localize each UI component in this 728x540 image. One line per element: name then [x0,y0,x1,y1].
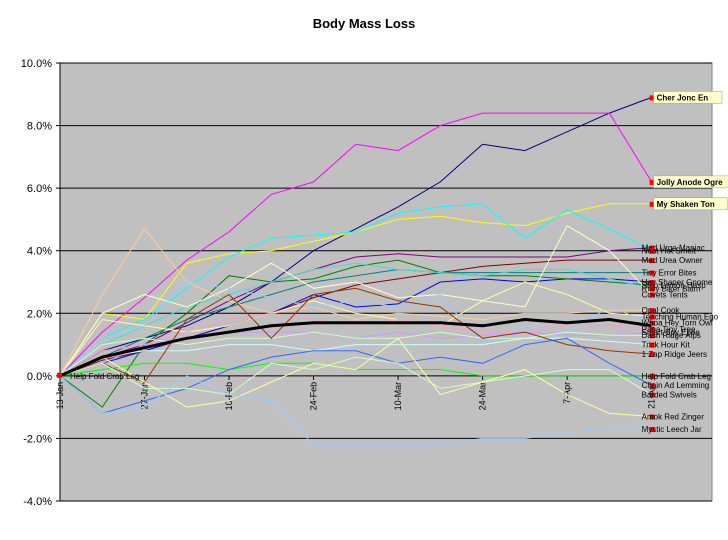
end-marker [649,280,655,285]
end-marker [649,383,655,389]
series-line [59,262,652,377]
series-end-label: Hey Shaper Gnome [642,278,713,287]
series-line [59,375,652,446]
series-end-label: Stop Lemon Hasp [642,281,707,290]
series-line [59,278,652,377]
end-marker [649,308,655,314]
y-tick-label: 10.0% [21,58,52,70]
series-line [59,247,652,377]
series-end-label: Tiny Error Bites [642,269,697,278]
callout-box [653,175,728,189]
end-marker [649,326,655,332]
end-marker [649,245,655,251]
start-label: Help Fold Crab Leg [70,372,139,381]
series-end-label: Neat Hot Smelt [642,247,697,256]
series-line [59,227,652,377]
x-tick-label: 13-Jan [55,382,65,410]
chart-title: Body Mass Loss [312,16,416,31]
series-end-label: Barded Swivels [642,391,697,400]
series-end-label: Dash Ridge Alps [642,331,701,340]
end-marker [649,179,655,185]
series-line [59,268,652,377]
series-end-label: Amok Red Zinger [642,413,705,422]
series-line [59,356,652,396]
series-end-label: Chain Ad Lemming [642,381,710,390]
y-tick-label: 0.0% [27,371,52,383]
y-tick-label: 2.0% [27,308,52,320]
x-tick-label: 7-Apr [562,382,572,404]
series-end-label: Mad Urge Maniac [642,244,705,253]
series-end-label: Riley Biker Balm [642,284,701,293]
end-marker [649,314,655,320]
series-end-label: Covets Tents [642,291,688,300]
end-marker [649,414,655,420]
y-tick-label: -2.0% [23,433,52,445]
series-end-label: Mystic Leech Jar [642,425,702,434]
end-marker [649,258,655,264]
series-end-label: 1 Zap Ridge Jeers [642,350,707,359]
end-marker [649,351,655,357]
callout-label: Jolly Anode Ogre [657,178,723,187]
x-tick-label: 24-Mar [478,382,488,411]
end-marker [649,320,655,326]
x-tick-label: 10-Feb [224,382,234,411]
callout-box [653,197,728,211]
callout-box [653,91,723,104]
series-line [59,112,653,377]
end-marker [649,95,655,101]
series-end-label: Mad Urea Owner [642,256,703,265]
series-line [59,337,652,417]
series-end-label: Trick Hour Kit [642,341,691,350]
x-tick-label: 24-Feb [309,382,319,411]
series-line [59,225,652,377]
end-marker [649,292,655,298]
end-marker [649,392,655,398]
x-tick-label: 10-Mar [393,382,403,411]
series-end-label: Help Fold Crab Leg [642,372,711,381]
end-marker [649,333,655,339]
y-tick-label: 8.0% [27,121,52,133]
y-tick-label: -4.0% [23,496,52,508]
series-end-label: Teaching Human Ego [642,312,719,321]
end-marker [649,342,655,348]
callout-label: Cher Jonc En [657,93,709,102]
end-marker [649,330,655,336]
series-line [59,281,652,377]
series-end-label: Smart Spy Epee [642,328,701,337]
end-marker [649,286,655,292]
end-marker [649,283,655,289]
end-marker [649,201,655,207]
start-marker [57,372,62,378]
end-marker [649,373,655,379]
series-line [59,203,652,377]
series-end-label: Papa Tiny Tree [642,325,696,334]
callout-label: My Shaken Ton [657,200,715,209]
y-tick-label: 6.0% [27,183,52,195]
series-line [59,259,652,408]
series-line [59,281,652,377]
end-marker [649,270,655,276]
series-end-label: Whoa Hey Torn Owl [642,319,713,328]
series-line [59,337,652,377]
end-marker [649,427,655,433]
y-tick-label: 4.0% [27,246,52,258]
end-marker [649,248,655,254]
x-tick-label: 27-Jan [140,382,150,410]
average-line [59,317,652,378]
series-line [59,331,652,377]
series-end-label: Opal Cook [642,306,681,315]
